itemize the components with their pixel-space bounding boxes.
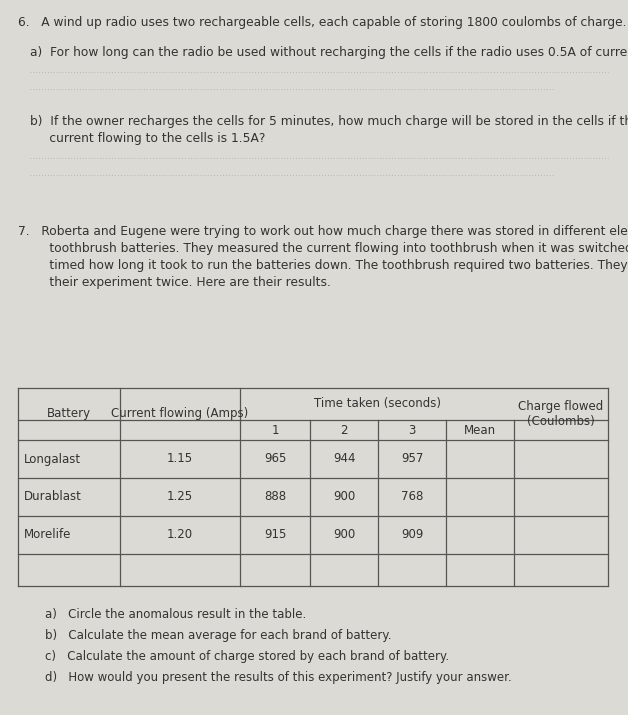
Text: 2: 2 xyxy=(340,423,348,436)
Text: a)   Circle the anomalous result in the table.: a) Circle the anomalous result in the ta… xyxy=(45,608,306,621)
Text: Longalast: Longalast xyxy=(24,453,81,465)
Text: c)   Calculate the amount of charge stored by each brand of battery.: c) Calculate the amount of charge stored… xyxy=(45,650,449,663)
Text: timed how long it took to run the batteries down. The toothbrush required two ba: timed how long it took to run the batter… xyxy=(30,259,628,272)
Text: d)   How would you present the results of this experiment? Justify your answer.: d) How would you present the results of … xyxy=(45,671,512,684)
Text: Time taken (seconds): Time taken (seconds) xyxy=(313,398,440,410)
Text: current flowing to the cells is 1.5A?: current flowing to the cells is 1.5A? xyxy=(30,132,266,145)
Text: 6.   A wind up radio uses two rechargeable cells, each capable of storing 1800 c: 6. A wind up radio uses two rechargeable… xyxy=(18,16,627,29)
Text: a)  For how long can the radio be used without recharging the cells if the radio: a) For how long can the radio be used wi… xyxy=(30,46,628,59)
Text: Mean: Mean xyxy=(464,423,496,436)
Text: 900: 900 xyxy=(333,490,355,503)
Text: 915: 915 xyxy=(264,528,286,541)
Text: toothbrush batteries. They measured the current flowing into toothbrush when it : toothbrush batteries. They measured the … xyxy=(30,242,628,255)
Text: 1.15: 1.15 xyxy=(167,453,193,465)
Text: Battery: Battery xyxy=(47,408,91,420)
Text: 768: 768 xyxy=(401,490,423,503)
Text: Morelife: Morelife xyxy=(24,528,72,541)
Text: 909: 909 xyxy=(401,528,423,541)
Text: their experiment twice. Here are their results.: their experiment twice. Here are their r… xyxy=(30,276,331,289)
Text: 7.   Roberta and Eugene were trying to work out how much charge there was stored: 7. Roberta and Eugene were trying to wor… xyxy=(18,225,628,238)
Text: 3: 3 xyxy=(408,423,416,436)
Text: 1: 1 xyxy=(271,423,279,436)
Text: Charge flowed
(Coulombs): Charge flowed (Coulombs) xyxy=(518,400,604,428)
Text: b)  If the owner recharges the cells for 5 minutes, how much charge will be stor: b) If the owner recharges the cells for … xyxy=(30,115,628,128)
Text: 1.20: 1.20 xyxy=(167,528,193,541)
Text: 965: 965 xyxy=(264,453,286,465)
Text: 900: 900 xyxy=(333,528,355,541)
Text: Current flowing (Amps): Current flowing (Amps) xyxy=(111,408,249,420)
Text: 944: 944 xyxy=(333,453,355,465)
Text: 888: 888 xyxy=(264,490,286,503)
Text: Durablast: Durablast xyxy=(24,490,82,503)
Text: b)   Calculate the mean average for each brand of battery.: b) Calculate the mean average for each b… xyxy=(45,629,391,642)
Text: 1.25: 1.25 xyxy=(167,490,193,503)
Text: 957: 957 xyxy=(401,453,423,465)
